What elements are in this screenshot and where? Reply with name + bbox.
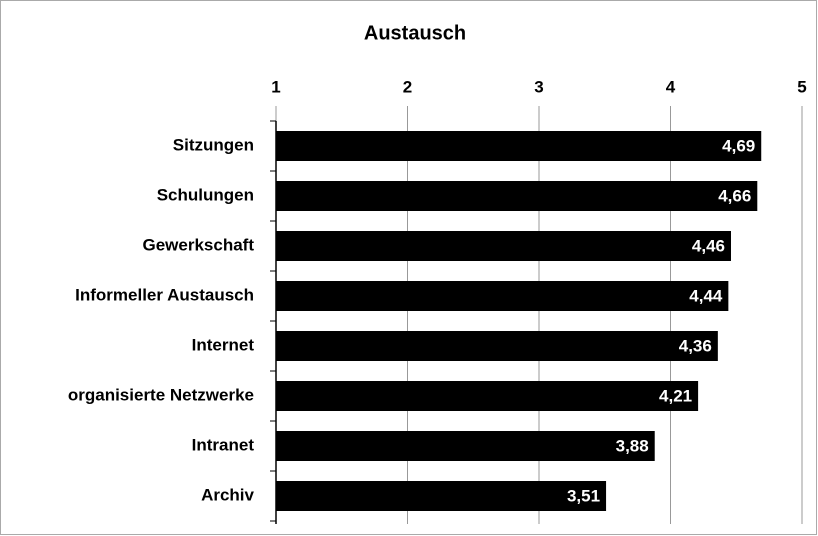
bar xyxy=(276,331,718,361)
value-label: 3,88 xyxy=(616,436,649,455)
value-label: 4,46 xyxy=(692,236,725,255)
x-tick-label: 3 xyxy=(534,77,543,96)
y-tick-label: Schulungen xyxy=(157,185,254,204)
y-tick-label: Intranet xyxy=(192,435,255,454)
y-tick-label: Internet xyxy=(192,335,255,354)
bar xyxy=(276,431,655,461)
bar xyxy=(276,231,731,261)
x-tick-label: 1 xyxy=(271,77,280,96)
y-tick-label: Informeller Austausch xyxy=(75,285,254,304)
y-tick-label: Sitzungen xyxy=(173,135,254,154)
bar xyxy=(276,181,758,211)
x-tick-label: 4 xyxy=(666,77,676,96)
y-tick-label: Archiv xyxy=(201,485,254,504)
value-label: 4,69 xyxy=(722,136,755,155)
x-tick-label: 5 xyxy=(797,77,806,96)
bar xyxy=(276,381,699,411)
x-tick-label: 2 xyxy=(403,77,412,96)
value-label: 3,51 xyxy=(567,486,600,505)
chart-title: Austausch xyxy=(364,22,466,44)
value-label: 4,66 xyxy=(718,186,751,205)
bar xyxy=(276,131,762,161)
bar xyxy=(276,281,729,311)
value-label: 4,21 xyxy=(659,386,692,405)
bar xyxy=(276,481,607,511)
y-tick-label: organisierte Netzwerke xyxy=(68,385,254,404)
y-tick-label: Gewerkschaft xyxy=(143,235,255,254)
value-label: 4,44 xyxy=(689,286,723,305)
value-label: 4,36 xyxy=(679,336,712,355)
